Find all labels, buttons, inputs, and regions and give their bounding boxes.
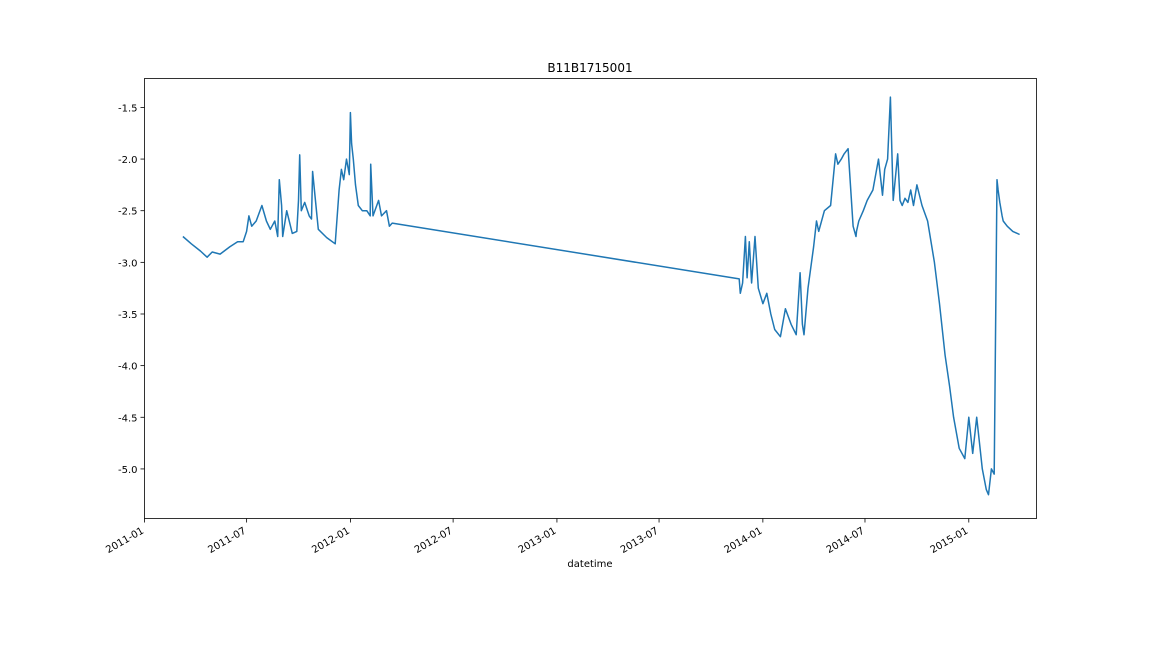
y-tick-label: -3.5 (118, 310, 138, 321)
y-tick-label: -2.5 (118, 207, 138, 218)
x-axis-label: datetime (567, 559, 612, 570)
chart-title: B11B1715001 (547, 61, 632, 75)
y-tick-label: -3.0 (118, 258, 138, 269)
plot-area (182, 96, 1020, 496)
y-axis: -1.5 -2.0 -2.5 -3.0 -3.5 -4.0 -4.5 -5.0 (118, 103, 145, 476)
y-tick-label: -4.0 (118, 362, 138, 373)
y-tick-label: -1.5 (118, 103, 138, 114)
plot-frame (144, 78, 1037, 519)
series-line (182, 96, 1020, 496)
y-tick-label: -2.0 (118, 155, 138, 166)
y-tick-label: -5.0 (118, 465, 138, 476)
y-tick-label: -4.5 (118, 413, 138, 424)
